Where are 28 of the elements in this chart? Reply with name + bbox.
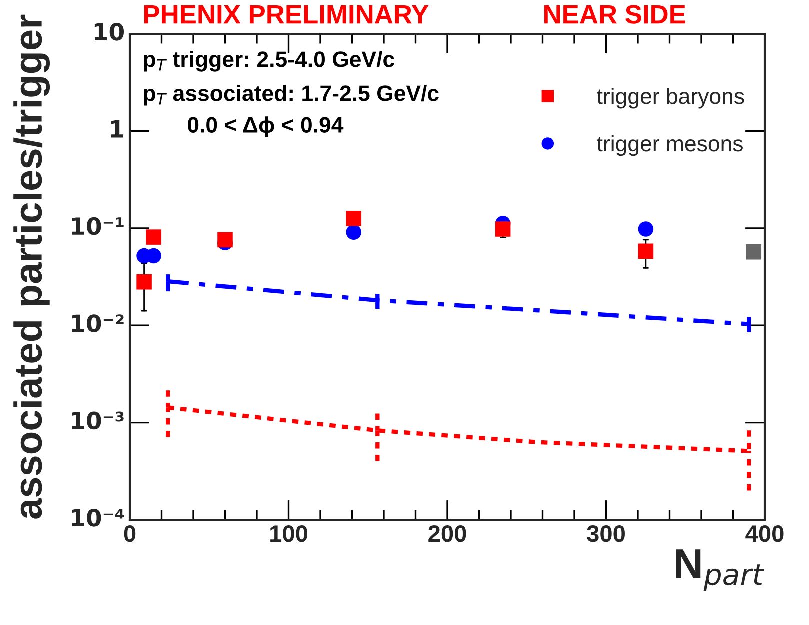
x-tick-label: 300 — [587, 525, 625, 542]
point — [146, 230, 162, 245]
x-tick-label: 200 — [428, 525, 466, 542]
point — [136, 274, 152, 290]
y-tick-label: 1 — [111, 120, 124, 138]
y-tick-label: 10⁻² — [72, 314, 124, 332]
legend-label: trigger baryons — [597, 88, 744, 109]
point — [638, 244, 654, 260]
x-tick-label: 400 — [746, 525, 784, 542]
point — [346, 211, 362, 226]
x-tick-label: 0 — [124, 525, 136, 542]
y-tick-label: 10⁻³ — [72, 412, 124, 430]
point — [495, 222, 511, 237]
y-tick-label: 10⁻⁴ — [72, 508, 124, 527]
text: PHENIX PRELIMINARY — [144, 6, 429, 24]
legend-label: trigger mesons — [597, 135, 743, 156]
y-tick-label: 10⁻¹ — [72, 217, 124, 236]
annotation: 0.0 < Δϕ < 0.94 — [188, 116, 344, 138]
point — [346, 224, 362, 240]
point — [746, 244, 762, 260]
annotation: p$_{T}$ associated: 1.7-2.5 GeV/c — [144, 85, 439, 106]
x-axis-title: N$_{part}$ — [676, 550, 765, 592]
text: NEAR SIDE — [544, 5, 686, 24]
annotation: p$_{T}$ trigger: 2.5-4.0 GeV/c — [144, 51, 394, 72]
x-tick-label: 100 — [270, 525, 308, 542]
point — [638, 222, 654, 237]
y-axis-title: associated particles/trigger — [14, 14, 50, 519]
y-tick-label: 10 — [94, 22, 124, 41]
